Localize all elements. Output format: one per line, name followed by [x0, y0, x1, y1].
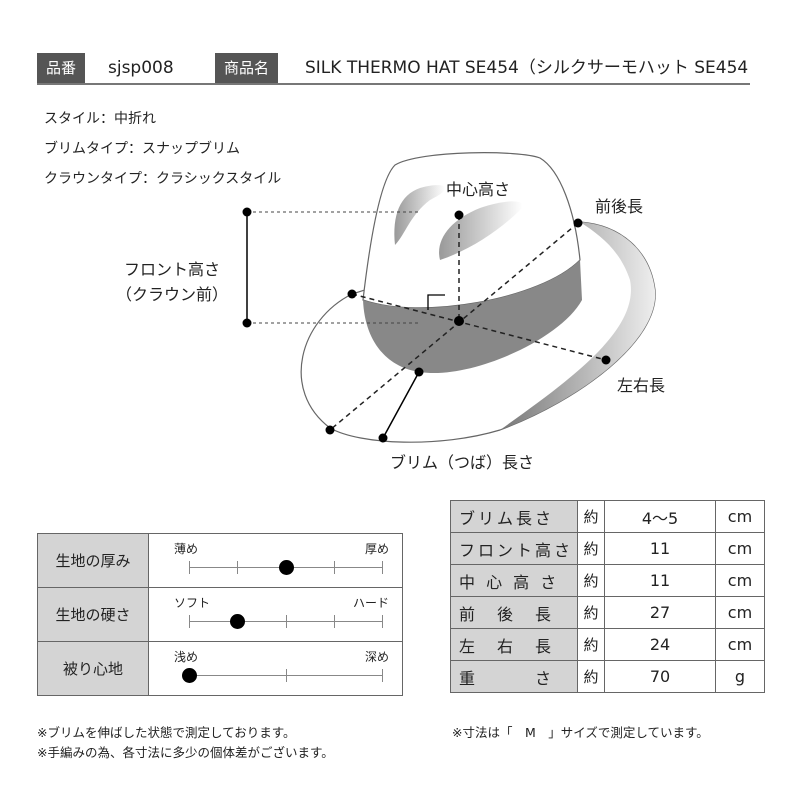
scale-marker: [278, 560, 294, 575]
size-value: 27: [604, 596, 716, 629]
size-value: 70: [604, 660, 716, 693]
scale-tick: [333, 561, 335, 574]
size-approx: 約: [577, 532, 605, 565]
size-label: ブリム長さ: [450, 500, 578, 533]
feel-label: 被り心地: [37, 641, 149, 696]
right-angle-mark: [427, 294, 445, 310]
scale-tick: [382, 561, 383, 574]
scale-high: 深め: [364, 650, 389, 664]
size-label: フロント高さ: [450, 532, 578, 565]
size-label: 左 右 長: [450, 628, 578, 661]
feel-row: 生地の硬さ ソフト ハード: [37, 587, 403, 642]
size-unit: cm: [715, 596, 765, 629]
hat-band: [363, 260, 582, 374]
size-row: フロント高さ約 11 cm: [450, 532, 765, 565]
size-approx: 約: [577, 660, 605, 693]
name-label: 商品名: [215, 53, 279, 83]
size-label: 前 後 長: [450, 596, 578, 629]
scale-tick: [285, 615, 287, 628]
label-left-right: 左右長: [617, 376, 666, 395]
header-divider: [37, 83, 750, 85]
scale-low: 薄め: [174, 542, 199, 556]
size-value: 4〜5: [604, 500, 716, 533]
feel-row: 生地の厚み 薄め 厚め: [37, 533, 403, 588]
size-unit: cm: [715, 500, 765, 533]
scale-low: 浅め: [174, 650, 199, 664]
crown-dent-right: [439, 201, 523, 260]
scale-low: ソフト: [174, 596, 211, 610]
size-unit: cm: [715, 564, 765, 597]
size-approx: 約: [577, 596, 605, 629]
size-unit: cm: [715, 532, 765, 565]
size-row: 中 心 高 さ約 11 cm: [450, 564, 765, 597]
scale-tick: [382, 669, 383, 682]
scale-tick: [285, 669, 287, 682]
size-unit: cm: [715, 628, 765, 661]
scale-marker: [230, 614, 246, 629]
scale-tick: [382, 615, 383, 628]
label-center-height: 中心高さ: [446, 180, 511, 199]
scale-marker: [182, 668, 197, 683]
size-row: 前 後 長約 27 cm: [450, 596, 765, 629]
size-value: 24: [604, 628, 716, 661]
spec-style: スタイル：中折れ: [44, 111, 156, 127]
product-name: SILK THERMO HAT SE454（シルクサーモハット SE454: [305, 58, 749, 78]
size-unit: g: [715, 660, 765, 693]
scale-tick: [189, 561, 190, 574]
scale-tick: [237, 561, 239, 574]
code-label: 品番: [37, 53, 86, 83]
feel-table: 生地の厚み 薄め 厚め 生地の硬さ ソフト ハード 被り心地 浅め 深め: [37, 533, 403, 696]
size-approx: 約: [577, 564, 605, 597]
scale-high: ハード: [352, 596, 389, 610]
size-row: 重 さ約 70 g: [450, 660, 765, 693]
scale-tick: [333, 615, 335, 628]
label-brim-length: ブリム（つば）長さ: [390, 453, 535, 472]
crown-dent-left: [394, 185, 446, 245]
scale-line: [189, 560, 383, 575]
feel-label: 生地の硬さ: [37, 587, 149, 642]
spec-crown-type: クラウンタイプ：クラシックスタイル: [44, 171, 282, 187]
size-approx: 約: [577, 628, 605, 661]
size-approx: 約: [577, 500, 605, 533]
brim-underside: [500, 222, 656, 430]
scale-line: [182, 668, 383, 683]
label-front-height-sub: （クラウン前）: [116, 285, 229, 304]
size-row: ブリム長さ約 4〜5 cm: [450, 500, 765, 533]
note-handmade: ※手編みの為、各寸法に多少の個体差がございます。: [37, 745, 334, 760]
size-value: 11: [604, 564, 716, 597]
note-brim: ※ブリムを伸ばした状態で測定しております。: [37, 725, 296, 740]
feel-label: 生地の厚み: [37, 533, 149, 588]
size-label: 重 さ: [450, 660, 578, 693]
product-code: sjsp008: [108, 58, 174, 78]
note-size: ※寸法は「 M 」サイズで測定しています。: [452, 725, 709, 740]
scale-tick: [189, 615, 190, 628]
label-front-back: 前後長: [595, 197, 644, 216]
size-row: 左 右 長約 24 cm: [450, 628, 765, 661]
spec-brim-type: ブリムタイプ：スナップブリム: [44, 141, 240, 157]
scale-high: 厚め: [364, 542, 389, 556]
size-table: ブリム長さ約 4〜5 cm フロント高さ約 11 cm 中 心 高 さ約 11 cm 前 後 長約…: [450, 500, 765, 693]
size-value: 11: [604, 532, 716, 565]
feel-row: 被り心地 浅め 深め: [37, 641, 403, 696]
scale-line: [189, 614, 383, 629]
label-front-height: フロント高さ: [124, 260, 221, 279]
measure-points: [242, 207, 611, 443]
size-label: 中 心 高 さ: [450, 564, 578, 597]
